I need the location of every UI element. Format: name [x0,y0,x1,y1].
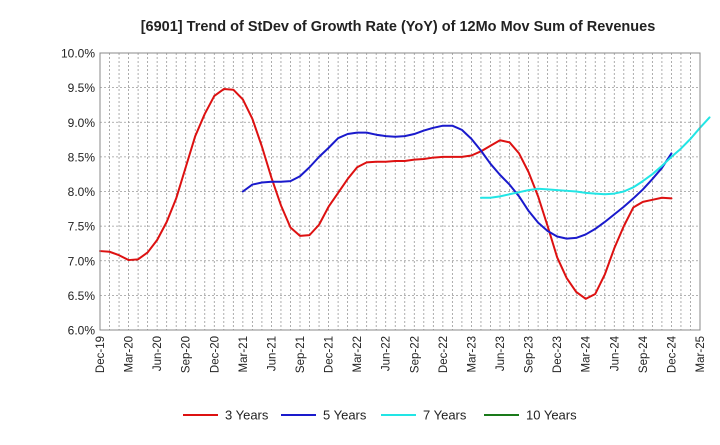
x-tick-label: Dec-23 [552,336,564,373]
x-tick-label: Mar-21 [238,336,250,372]
x-tick-label: Dec-19 [95,336,107,373]
legend-label-5-years: 5 Years [323,408,367,423]
plot-frame [99,52,701,331]
series-line-7-years [479,116,711,199]
x-tick-label: Sep-24 [638,335,650,373]
x-tick-label: Mar-20 [124,336,136,372]
x-axis-tick-labels: Dec-19 Mar-20 Jun-20 Sep-20 Dec-20 Mar-21 Jun-… [95,335,707,373]
y-tick-label: 8.5% [68,150,96,164]
x-tick-label: Sep-20 [181,336,193,373]
x-tick-label: Jun-23 [495,336,507,371]
y-axis-tick-labels: 10.0% 9.5% 9.0% 8.5% 8.0% 7.5% 7.0% 6.5% 6.0% [61,47,95,338]
y-tick-label: 7.5% [68,220,96,234]
x-tick-label: Mar-24 [581,335,593,372]
x-tick-label: Sep-22 [409,336,421,373]
x-tick-label: Dec-22 [438,336,450,373]
x-tick-label: Dec-24 [666,335,678,373]
x-tick-label: Sep-21 [295,336,307,373]
series-layer [99,88,711,300]
y-tick-label: 9.5% [68,81,96,95]
y-tick-label: 6.5% [68,289,96,303]
x-tick-label: Dec-20 [209,336,221,373]
x-tick-label: Jun-22 [381,336,393,371]
y-tick-label: 7.0% [68,254,96,268]
x-tick-label: Jun-20 [152,336,164,371]
legend-label-10-years: 10 Years [526,408,577,423]
x-tick-label: Mar-22 [352,336,364,372]
chart-title: [6901] Trend of StDev of Growth Rate (Yo… [141,19,656,35]
y-tick-label: 8.0% [68,185,96,199]
legend: 3 Years 5 Years 7 Years 10 Years [183,408,577,423]
x-tick-label: Dec-21 [324,336,336,373]
x-tick-label: Mar-25 [695,336,707,372]
y-tick-label: 9.0% [68,116,96,130]
y-tick-label: 6.0% [68,324,96,338]
plot-border [99,52,701,331]
x-tick-label: Sep-23 [524,336,536,373]
horizontal-gridlines [100,87,700,296]
series-line-5-years [241,124,673,240]
series-line-3-years [99,88,673,300]
legend-label-3-years: 3 Years [225,408,269,423]
legend-label-7-years: 7 Years [423,408,467,423]
x-tick-label: Mar-23 [466,336,478,372]
x-tick-label: Jun-24 [609,335,621,371]
y-tick-label: 10.0% [61,47,95,61]
x-tick-label: Jun-21 [266,336,278,371]
